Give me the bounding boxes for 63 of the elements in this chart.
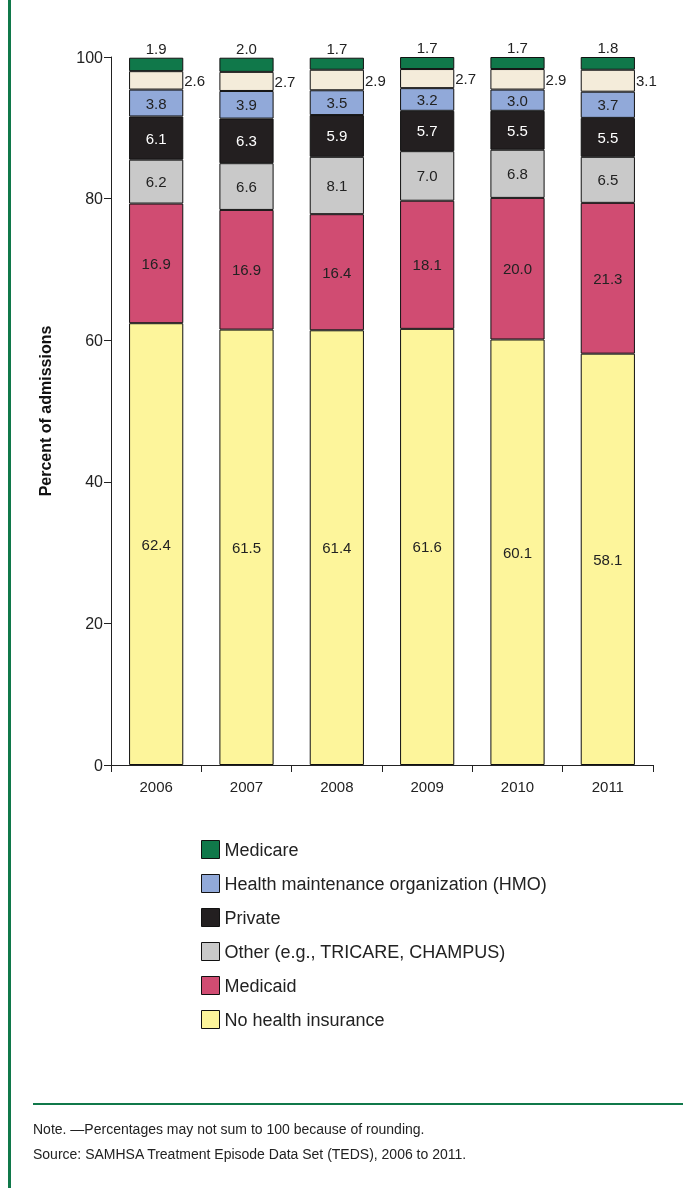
data-label: 20.0 (502, 260, 533, 278)
data-label: 3.0 (507, 91, 528, 109)
data-label: 6.8 (507, 165, 528, 183)
data-label: 16.4 (322, 263, 352, 281)
data-label: 16.9 (231, 261, 262, 279)
data-label: 6.3 (236, 132, 257, 150)
data-label: 61.4 (322, 539, 352, 557)
data-label: 1.7 (507, 39, 528, 56)
data-label: 1.7 (326, 39, 348, 57)
x-tick-label: 2009 (410, 778, 444, 795)
data-label: 5.9 (326, 127, 348, 145)
legend-label: Other (e.g., TRICARE, CHAMPUS) (224, 941, 506, 962)
x-tick-label: 2011 (591, 778, 624, 795)
data-label: 5.5 (507, 121, 528, 139)
y-tick-label: 0 (94, 756, 104, 774)
data-label: 6.6 (236, 178, 257, 196)
data-label: 58.1 (593, 550, 623, 568)
data-label: 3.8 (145, 94, 167, 112)
data-label: 3.7 (597, 96, 619, 114)
y-tick-label: 100 (76, 48, 104, 66)
data-label: 18.1 (412, 256, 442, 274)
data-label: 2.9 (545, 70, 567, 88)
data-label: 62.4 (141, 535, 171, 553)
x-tick-label: 2008 (320, 778, 354, 795)
y-tick-label: 60 (85, 331, 104, 349)
y-tick-label: 20 (85, 614, 104, 632)
x-tick-label: 2010 (500, 778, 535, 795)
data-label: 5.7 (416, 122, 438, 140)
y-axis-title: Percent of admissions (36, 325, 54, 497)
legend-label: Medicaid (224, 975, 297, 996)
source-note: Source: SAMHSA Treatment Episode Data Set (TEDS), 2006 to 2011. (33, 1145, 468, 1164)
data-label: 6.5 (597, 171, 619, 189)
data-label: 61.5 (231, 538, 262, 556)
legend-label: Medicare (224, 839, 299, 860)
data-label: 2.7 (455, 70, 477, 88)
legend-label: No health insurance (224, 1009, 385, 1030)
data-label: 3.9 (236, 96, 257, 114)
data-label: 60.1 (502, 543, 533, 561)
data-label: 3.2 (416, 90, 438, 108)
data-label: 1.9 (145, 39, 167, 57)
data-label: 1.7 (416, 39, 438, 56)
y-tick-label: 40 (85, 473, 104, 491)
data-label: 3.1 (635, 72, 657, 90)
data-label: 6.1 (145, 129, 167, 147)
data-label: 2.7 (274, 72, 296, 90)
data-label: 5.5 (597, 128, 619, 146)
data-label: 61.6 (412, 538, 442, 556)
x-tick-label: 2007 (229, 778, 264, 795)
legend-label: Private (224, 907, 281, 928)
text: Note. —Percentages may not sum to 100 because of rounding. (33, 1120, 426, 1139)
y-tick-label: 80 (85, 190, 104, 208)
data-label: 2.6 (184, 71, 206, 89)
data-label: 3.5 (326, 94, 348, 112)
data-label: 2.0 (236, 39, 257, 57)
data-label: 21.3 (593, 269, 623, 287)
legend-label: Health maintenance organization (HMO) (224, 873, 547, 894)
data-label: 2.9 (364, 71, 386, 89)
data-label: 16.9 (141, 254, 171, 272)
data-label: 7.0 (416, 167, 438, 185)
x-tick-label: 2006 (139, 778, 173, 795)
data-label: 1.8 (597, 39, 619, 56)
data-label: 6.2 (145, 173, 167, 191)
data-label: 8.1 (326, 177, 348, 194)
